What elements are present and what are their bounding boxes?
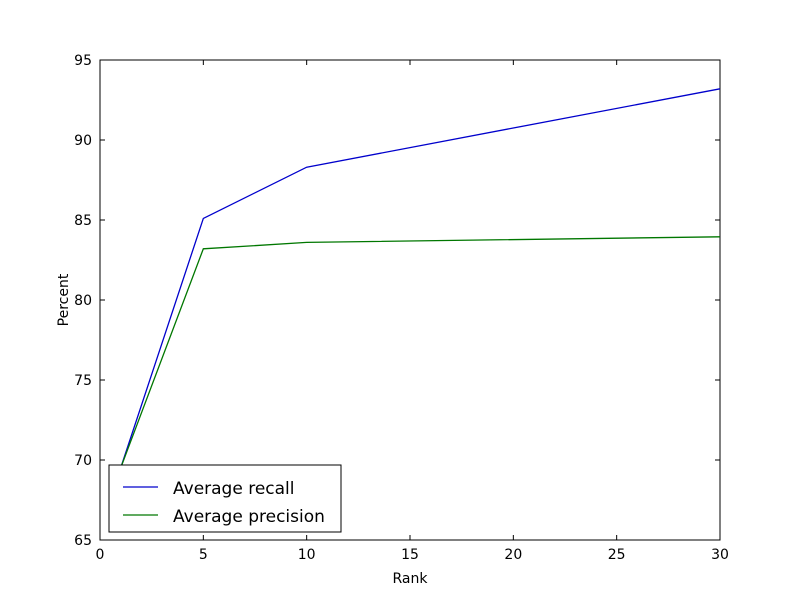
y-tick-label: 90	[74, 133, 92, 149]
x-tick-label: 25	[608, 547, 626, 563]
plot-area	[99, 59, 721, 541]
legend: Average recall Average precision	[108, 464, 342, 533]
y-tick-label: 95	[74, 53, 92, 69]
series-lines	[120, 88, 721, 469]
y-tick-label: 75	[74, 373, 92, 389]
x-axis-label: Rank	[393, 571, 429, 587]
y-tick-label: 80	[74, 293, 92, 309]
legend-label-average-precision: Average precision	[173, 507, 325, 527]
y-tick-label: 70	[74, 453, 92, 469]
y-tick-label: 85	[74, 213, 92, 229]
x-tick-label: 20	[504, 547, 522, 563]
y-tick-label: 65	[74, 533, 92, 549]
legend-box	[108, 464, 342, 533]
legend-label-average-recall: Average recall	[173, 479, 295, 499]
x-tick-label: 30	[711, 547, 729, 563]
series-line-average-precision	[120, 236, 721, 469]
x-tick-label: 0	[96, 547, 105, 563]
y-axis-label: Percent	[56, 273, 72, 326]
x-tick-label: 10	[298, 547, 316, 563]
x-tick-label: 5	[199, 547, 208, 563]
x-tick-label: 15	[401, 547, 419, 563]
series-line-average-recall	[120, 88, 721, 469]
axis-ticks: 0 5 10 15 20 25 30 65 70 75 80 85 90 95	[74, 53, 729, 563]
